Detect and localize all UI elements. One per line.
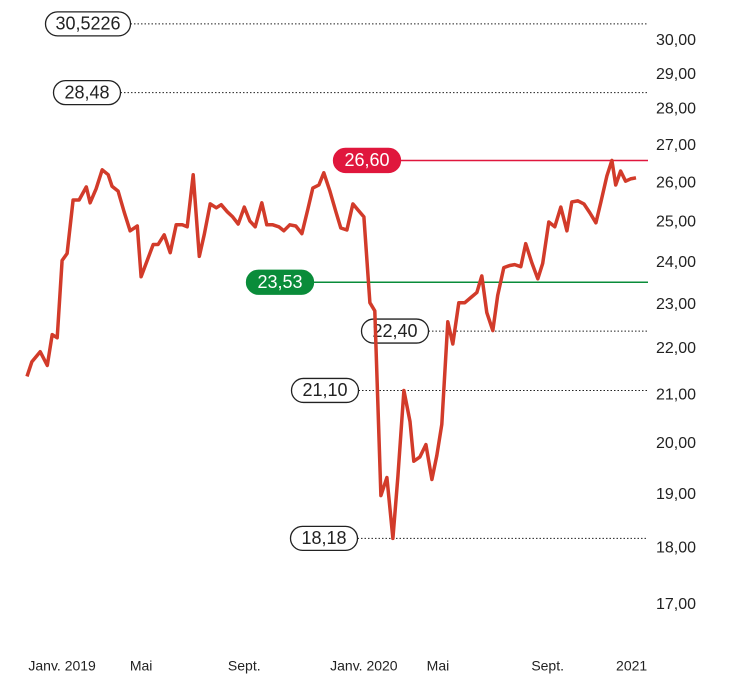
y-tick-label: 29,00 (656, 66, 696, 83)
y-tick-label: 22,00 (656, 340, 696, 357)
y-tick-label: 17,00 (656, 596, 696, 613)
y-tick-label: 30,00 (656, 32, 696, 49)
reference-label: 28,48 (64, 82, 109, 102)
reference-label: 18,18 (301, 528, 346, 548)
x-tick-label: Mai (427, 658, 450, 674)
y-tick-label: 19,00 (656, 486, 696, 503)
y-tick-label: 21,00 (656, 386, 696, 403)
x-tick-label: Sept. (228, 658, 261, 674)
y-tick-label: 25,00 (656, 213, 696, 230)
reference-pill (332, 147, 402, 174)
reference-label: 22,40 (372, 321, 417, 341)
price-line (25, 158, 637, 541)
y-tick-label: 28,00 (656, 101, 696, 118)
x-tick-label: Janv. 2020 (330, 658, 398, 674)
reference-pill (290, 377, 360, 404)
reference-label: 21,10 (302, 380, 347, 400)
reference-pill (44, 11, 132, 37)
y-tick-label: 24,00 (656, 254, 696, 271)
x-tick-label: 2021 (616, 658, 647, 674)
reference-label: 23,53 (257, 272, 302, 292)
reference-label: 30,5226 (55, 14, 120, 34)
y-tick-label: 23,00 (656, 296, 696, 313)
y-tick-label: 27,00 (656, 137, 696, 154)
reference-pill (360, 318, 430, 344)
x-tick-label: Janv. 2019 (28, 658, 96, 674)
reference-label: 26,60 (344, 150, 389, 170)
x-tick-label: Mai (130, 658, 153, 674)
y-tick-label: 26,00 (656, 174, 696, 191)
y-tick-label: 20,00 (656, 435, 696, 452)
y-tick-label: 18,00 (656, 539, 696, 556)
reference-pill (245, 269, 315, 295)
x-tick-label: Sept. (531, 658, 564, 674)
reference-pill (289, 525, 359, 552)
reference-pill (52, 79, 122, 106)
